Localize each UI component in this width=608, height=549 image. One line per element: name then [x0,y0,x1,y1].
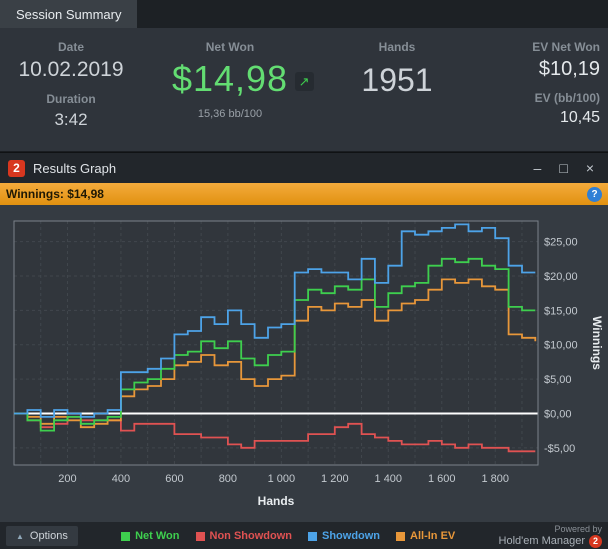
minimize-button[interactable]: – [533,160,542,176]
window-statusbar: ▲ Options Net Won Non Showdown Showdown … [0,522,608,549]
results-graph-window: 2 Results Graph – □ × Winnings: $14,98 ?… [0,152,608,549]
options-button-label: Options [29,530,68,542]
options-button[interactable]: ▲ Options [6,526,78,546]
chevron-up-icon: ▲ [16,531,24,541]
powered-by-text: Powered by [554,523,602,534]
svg-text:800: 800 [219,473,237,485]
winnings-banner-label: Winnings: $14,98 [6,187,104,201]
svg-text:1 000: 1 000 [268,473,296,485]
powered-by-block: Powered by Hold'em Manager 2 [499,524,602,549]
tab-strip: Session Summary [0,0,608,28]
svg-text:$5,00: $5,00 [544,374,572,386]
date-label: Date [57,40,84,54]
ev-bb100-label: EV (bb/100) [534,91,600,105]
duration-value: 3:42 [54,110,88,129]
svg-text:1 600: 1 600 [428,473,456,485]
maximize-button[interactable]: □ [559,160,568,176]
brand-row: Hold'em Manager 2 [499,535,602,549]
ev-net-won-label: EV Net Won [532,40,600,54]
legend-item-non-showdown: Non Showdown [195,530,292,542]
net-won-bb100: 15,36 bb/100 [197,108,263,120]
hm2-mini-logo-icon: 2 [589,535,602,549]
hm2-logo-icon: 2 [8,159,25,177]
hands-column: Hands 1951 [332,40,462,99]
hands-label: Hands [378,40,416,54]
svg-text:1 200: 1 200 [321,473,349,485]
legend-item-net-won: Net Won [121,530,180,542]
svg-text:200: 200 [58,473,76,485]
winnings-banner: Winnings: $14,98 ? [0,183,608,205]
ev-net-won-value: $10,19 [538,58,600,80]
ev-bb100-value: 10,45 [559,109,600,126]
trend-up-icon: ↗ [295,72,315,91]
svg-text:Hands: Hands [258,494,295,508]
brand-name: Hold'em Manager [498,534,585,547]
date-column: Date 10.02.2019 Duration 3:42 [6,40,136,130]
svg-text:$15,00: $15,00 [544,305,578,317]
help-icon[interactable]: ? [587,186,602,202]
legend-swatch-all-in-ev [396,531,406,541]
results-chart: 200 400 600 800 1 000 1 200 1 400 1 600 1 800 -$5… [13,220,602,508]
legend-label-non-showdown: Non Showdown [209,530,292,542]
window-controls: – □ × [534,160,600,176]
legend-label-net-won: Net Won [135,530,180,542]
legend-item-showdown: Showdown [307,530,381,542]
legend-label-all-in-ev: All-In EV [410,530,456,542]
legend-swatch-showdown [307,531,317,541]
window-title: Results Graph [33,160,117,176]
net-won-column: Net Won $14,98 ↗ 15,36 bb/100 [140,40,320,120]
net-won-amount: $14,98 [171,58,289,99]
svg-text:$25,00: $25,00 [544,237,578,249]
chart-legend: Net Won Non Showdown Showdown All-In EV [86,530,491,542]
tab-session-summary[interactable]: Session Summary [0,0,138,28]
svg-text:600: 600 [165,473,183,485]
legend-label-showdown: Showdown [321,530,381,542]
session-summary-panel: Date 10.02.2019 Duration 3:42 Net Won $1… [0,28,608,152]
net-won-value: $14,98 ↗ [171,58,315,100]
svg-text:-$5,00: -$5,00 [544,443,575,455]
ev-column: EV Net Won $10,19 EV (bb/100) 10,45 [440,40,600,127]
svg-text:$10,00: $10,00 [544,340,578,352]
svg-text:Winnings: Winnings [590,316,602,370]
window-titlebar[interactable]: 2 Results Graph – □ × [0,153,608,183]
date-value: 10.02.2019 [18,58,124,81]
hands-value: 1951 [361,62,433,98]
svg-text:$0,00: $0,00 [544,408,572,420]
svg-text:$20,00: $20,00 [544,271,578,283]
svg-text:1 400: 1 400 [375,473,403,485]
chart-area: 200 400 600 800 1 000 1 200 1 400 1 600 1 800 -$5… [0,205,608,522]
close-button[interactable]: × [585,160,594,176]
legend-swatch-non-showdown [195,531,205,541]
legend-swatch-net-won [121,531,131,541]
svg-text:1 800: 1 800 [481,473,509,485]
duration-label: Duration [46,92,96,106]
svg-text:400: 400 [112,473,130,485]
legend-item-all-in-ev: All-In EV [396,530,455,542]
net-won-label: Net Won [205,40,255,54]
